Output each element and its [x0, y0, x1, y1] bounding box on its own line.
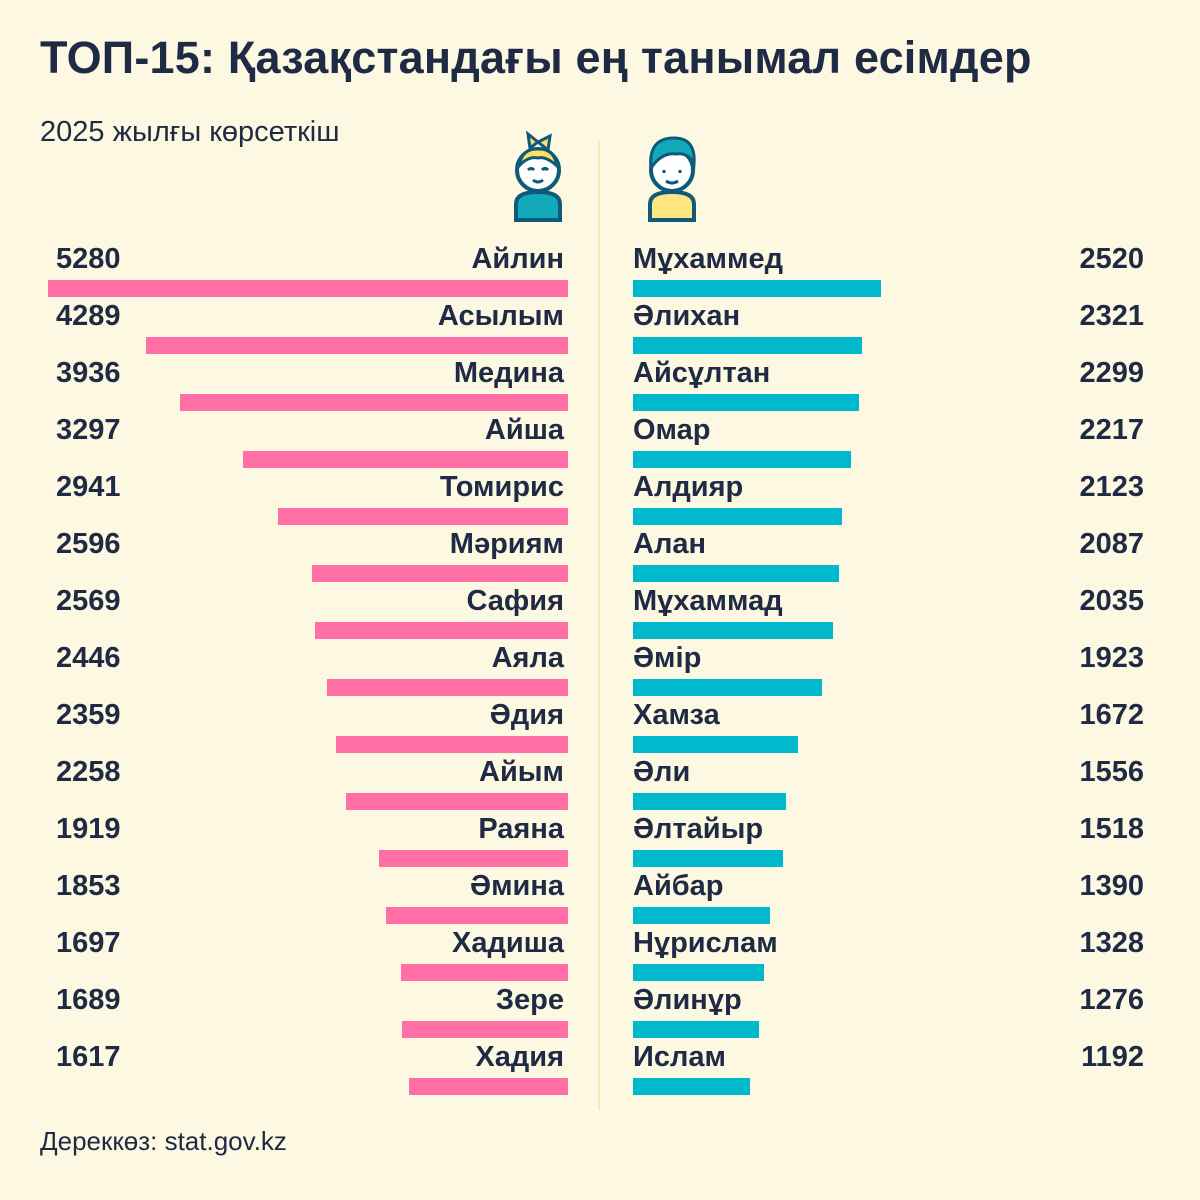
- boy-value-label: 1328: [1079, 927, 1144, 959]
- boy-value-label: 1192: [1081, 1041, 1144, 1073]
- girl-name-label: Хадиша: [451, 927, 564, 959]
- boy-name-label: Айсұлтан: [633, 357, 771, 389]
- boy-value-label: 1390: [1079, 870, 1144, 902]
- boy-value-label: 2321: [1079, 300, 1144, 332]
- boy-name-label: Алдияр: [633, 471, 744, 503]
- boy-name-label: Алан: [633, 528, 707, 560]
- girl-name-label: Сафия: [466, 585, 564, 617]
- boy-name-label: Әлинұр: [633, 984, 742, 1016]
- boy-bar: [633, 907, 770, 924]
- boy-value-label: 1923: [1079, 642, 1144, 674]
- girl-value-label: 1617: [56, 1041, 121, 1073]
- girl-value-label: 3297: [56, 414, 121, 446]
- girl-name-label: Әмина: [470, 870, 564, 902]
- boy-name-label: Омар: [633, 414, 711, 446]
- girl-bar: [408, 1078, 568, 1095]
- boy-bar: [633, 1021, 759, 1038]
- girl-value-label: 1919: [56, 813, 121, 845]
- girl-name-label: Мәриям: [449, 528, 564, 560]
- girl-bar: [180, 394, 568, 411]
- page-title: ТОП-15: Қазақстандағы ең танымал есімдер: [40, 32, 1032, 83]
- boy-icon: [648, 136, 696, 222]
- center-divider: [598, 140, 600, 1110]
- boy-name-label: Әлихан: [633, 300, 741, 332]
- boy-bar: [633, 679, 823, 696]
- girl-name-label: Айша: [484, 414, 564, 446]
- boy-value-label: 2035: [1079, 585, 1144, 617]
- boy-bar: [633, 394, 860, 411]
- girl-bar: [385, 907, 568, 924]
- subtitle: 2025 жылғы көрсеткіш: [40, 116, 340, 148]
- girl-value-label: 1689: [56, 984, 121, 1016]
- girl-name-label: Медина: [453, 357, 564, 389]
- boy-bar: [633, 1078, 751, 1095]
- boy-value-label: 2217: [1079, 414, 1144, 446]
- boy-value-label: 1518: [1079, 813, 1144, 845]
- girl-value-label: 1697: [56, 927, 121, 959]
- girl-bar: [278, 508, 568, 525]
- girl-bar: [327, 679, 568, 696]
- boy-bar: [633, 565, 839, 582]
- girl-bar: [145, 337, 568, 354]
- girl-name-label: Аяла: [491, 642, 564, 674]
- girl-value-label: 3936: [56, 357, 121, 389]
- boy-value-label: 1672: [1079, 699, 1144, 731]
- boy-name-label: Хамза: [633, 699, 720, 731]
- boy-bar: [633, 337, 862, 354]
- boy-value-label: 2520: [1079, 243, 1144, 275]
- boy-bar: [633, 736, 798, 753]
- boy-name-label: Әлтайыр: [633, 813, 764, 845]
- girl-name-label: Асылым: [437, 300, 564, 332]
- girl-name-label: Айым: [479, 756, 564, 788]
- girl-name-label: Раяна: [478, 813, 564, 845]
- girl-bar: [401, 1021, 568, 1038]
- girl-value-label: 2569: [56, 585, 121, 617]
- boy-bar: [633, 964, 764, 981]
- girl-bar: [400, 964, 568, 981]
- source-note: Дереккөз: stat.gov.kz: [40, 1126, 287, 1156]
- girl-bar: [314, 622, 568, 639]
- girl-bar: [379, 850, 568, 867]
- girl-value-label: 2258: [56, 756, 121, 788]
- girl-name-label: Зере: [495, 984, 564, 1016]
- girl-value-label: 2941: [56, 471, 121, 503]
- girl-value-label: 2359: [56, 699, 121, 731]
- girl-name-label: Томирис: [439, 471, 564, 503]
- boy-value-label: 2123: [1079, 471, 1144, 503]
- girl-name-label: Әдия: [489, 699, 564, 731]
- girl-icon: [514, 130, 562, 222]
- boy-bar: [633, 451, 852, 468]
- boy-value-label: 1556: [1079, 756, 1144, 788]
- boy-bar: [633, 622, 834, 639]
- boy-bar: [633, 508, 843, 525]
- girl-name-label: Айлин: [471, 243, 564, 275]
- girl-value-label: 2446: [56, 642, 121, 674]
- girl-bar: [48, 280, 568, 297]
- boy-name-label: Әмір: [633, 642, 702, 674]
- girl-value-label: 2596: [56, 528, 121, 560]
- girl-value-label: 1853: [56, 870, 121, 902]
- boy-name-label: Айбар: [633, 870, 724, 902]
- girl-bar: [345, 793, 568, 810]
- boy-name-label: Ислам: [633, 1041, 726, 1073]
- boy-name-label: Мұхаммад: [633, 585, 783, 617]
- boy-name-label: Мұхаммед: [633, 243, 783, 275]
- boy-bar: [633, 280, 882, 297]
- girl-value-label: 4289: [56, 300, 121, 332]
- girl-bar: [335, 736, 568, 753]
- boy-value-label: 1276: [1079, 984, 1144, 1016]
- boy-value-label: 2299: [1079, 357, 1144, 389]
- boy-name-label: Әли: [633, 756, 691, 788]
- boy-name-label: Нұрислам: [633, 927, 778, 959]
- girl-name-label: Хадия: [475, 1041, 564, 1073]
- girl-bar: [312, 565, 568, 582]
- boy-bar: [633, 793, 787, 810]
- boy-bar: [633, 850, 783, 867]
- boy-value-label: 2087: [1079, 528, 1144, 560]
- girl-value-label: 5280: [56, 243, 121, 275]
- girl-bar: [243, 451, 568, 468]
